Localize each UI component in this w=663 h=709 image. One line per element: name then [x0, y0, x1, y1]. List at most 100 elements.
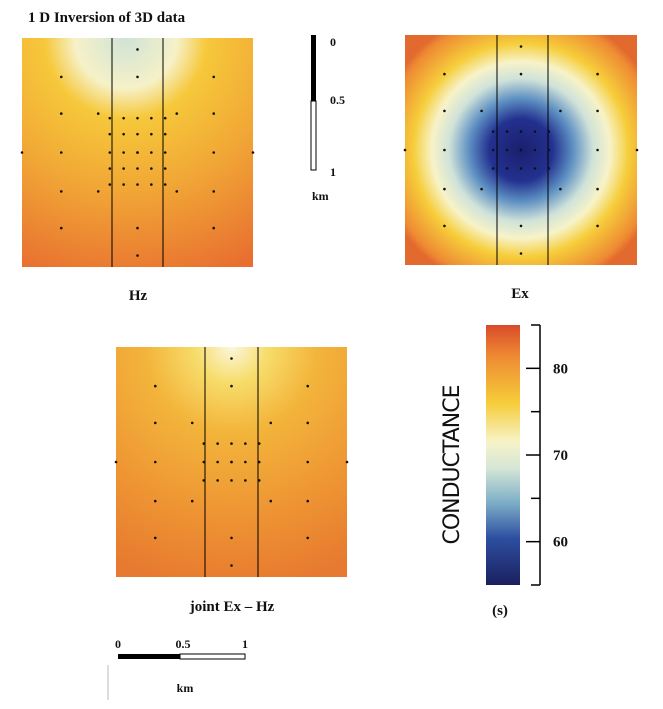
- station: [230, 564, 233, 567]
- station: [163, 132, 167, 136]
- station: [216, 442, 219, 445]
- station: [547, 167, 551, 170]
- station: [230, 536, 233, 540]
- station: [153, 421, 157, 425]
- station: [212, 190, 216, 193]
- colorbar: [486, 325, 520, 585]
- station: [136, 132, 139, 136]
- station: [212, 226, 216, 230]
- station: [216, 479, 219, 482]
- station: [202, 442, 206, 445]
- station: [491, 148, 495, 152]
- station: [559, 109, 562, 113]
- station: [136, 226, 139, 230]
- station: [306, 460, 310, 464]
- station: [547, 130, 551, 133]
- station: [163, 167, 167, 170]
- distance-label: 0: [115, 637, 121, 651]
- station: [443, 187, 446, 191]
- station: [230, 460, 233, 464]
- station: [306, 536, 310, 540]
- station: [108, 116, 112, 120]
- station: [122, 132, 125, 136]
- station: [306, 384, 310, 388]
- station: [257, 479, 261, 482]
- station: [212, 151, 216, 154]
- colorbar-unit: (s): [492, 603, 508, 619]
- station: [635, 148, 639, 152]
- depth-label: 0.5: [330, 93, 345, 107]
- panel-label: Hz: [129, 288, 148, 304]
- station: [150, 167, 153, 170]
- station: [257, 442, 261, 445]
- station: [59, 112, 63, 115]
- station: [519, 224, 523, 228]
- station: [443, 224, 446, 228]
- title: 1 D Inversion of 3D data: [28, 10, 186, 26]
- panel-label: Ex: [511, 286, 529, 302]
- station: [153, 384, 157, 388]
- depth-unit: km: [312, 189, 329, 203]
- station: [596, 224, 599, 228]
- station: [96, 190, 100, 193]
- station: [59, 226, 63, 230]
- colorbar-tick-label: 60: [553, 535, 568, 551]
- station: [212, 75, 216, 79]
- station: [480, 187, 483, 191]
- distance-label: 0.5: [176, 637, 191, 651]
- station: [108, 167, 112, 170]
- station: [114, 460, 118, 464]
- station: [136, 183, 139, 186]
- station: [491, 130, 495, 133]
- station: [136, 75, 139, 79]
- station: [443, 109, 446, 113]
- station: [212, 112, 216, 115]
- station: [519, 252, 523, 255]
- station: [108, 132, 112, 136]
- station: [491, 167, 495, 170]
- station: [559, 187, 562, 191]
- station: [122, 167, 125, 170]
- station: [96, 112, 100, 115]
- station: [596, 187, 599, 191]
- station: [136, 254, 139, 257]
- station: [230, 479, 233, 482]
- station: [20, 151, 24, 154]
- station: [596, 72, 599, 76]
- station: [505, 148, 509, 152]
- station: [480, 109, 483, 113]
- station: [59, 75, 63, 79]
- station: [108, 183, 112, 186]
- station: [136, 48, 139, 51]
- station: [163, 151, 167, 154]
- station: [403, 148, 407, 152]
- station: [269, 421, 273, 425]
- station: [216, 460, 219, 464]
- station: [533, 167, 537, 170]
- station: [547, 148, 551, 152]
- station: [519, 148, 523, 152]
- station: [150, 151, 153, 154]
- distance-label: 1: [242, 637, 248, 651]
- station: [150, 116, 153, 120]
- station: [519, 130, 523, 133]
- station: [519, 45, 523, 48]
- station: [150, 132, 153, 136]
- station: [244, 479, 247, 482]
- station: [443, 72, 446, 76]
- station: [596, 148, 599, 152]
- colorbar-tick-label: 80: [553, 361, 568, 377]
- station: [244, 460, 247, 464]
- station: [519, 167, 523, 170]
- station: [59, 151, 63, 154]
- station: [443, 148, 446, 152]
- station: [175, 190, 179, 193]
- station: [163, 116, 167, 120]
- station: [596, 109, 599, 113]
- station: [230, 357, 233, 360]
- depth-label: 1: [330, 165, 336, 179]
- station: [533, 148, 537, 152]
- station: [202, 479, 206, 482]
- station: [244, 442, 247, 445]
